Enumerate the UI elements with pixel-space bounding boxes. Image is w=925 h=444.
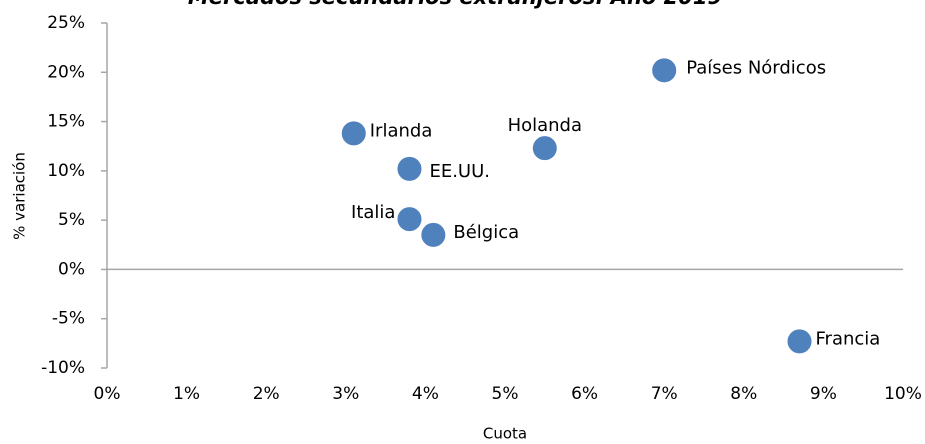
x-tick-label: 9% xyxy=(810,384,837,404)
y-tick-label: 5% xyxy=(58,210,85,230)
y-tick-label: 15% xyxy=(47,112,85,132)
x-tick-label: 10% xyxy=(884,384,922,404)
point xyxy=(420,221,447,248)
point-label: Países Nórdicos xyxy=(686,57,826,78)
point-label: Holanda xyxy=(508,115,582,136)
y-tick-label: 0% xyxy=(58,259,85,279)
point xyxy=(531,135,558,162)
x-tick-label: 7% xyxy=(651,384,678,404)
point xyxy=(396,206,423,233)
point-label: EE.UU. xyxy=(429,161,490,182)
point xyxy=(340,120,367,147)
x-tick-label: 0% xyxy=(94,384,121,404)
x-tick-label: 3% xyxy=(332,384,359,404)
x-tick-label: 1% xyxy=(173,384,200,404)
x-tick-label: 2% xyxy=(253,384,280,404)
y-tick-label: 10% xyxy=(47,161,85,181)
x-tick-label: 4% xyxy=(412,384,439,404)
x-tick-label: 8% xyxy=(730,384,757,404)
y-tick-label: 20% xyxy=(47,62,85,82)
x-axis-title: Cuota xyxy=(483,425,527,443)
point-label: Irlanda xyxy=(370,120,433,141)
chart-title: Mercados secundarios extranjeros. Año 20… xyxy=(188,0,722,9)
y-axis-title: % variación xyxy=(11,152,29,240)
y-tick-label: -5% xyxy=(52,309,85,329)
point xyxy=(396,155,423,182)
x-tick-label: 6% xyxy=(571,384,598,404)
y-tick-label: -10% xyxy=(41,358,85,378)
point-label: Francia xyxy=(816,328,881,349)
point xyxy=(786,328,813,355)
point-label: Bélgica xyxy=(453,222,519,243)
point xyxy=(651,57,678,84)
y-tick-label: 25% xyxy=(47,13,85,33)
x-tick-label: 5% xyxy=(492,384,519,404)
point-label: Italia xyxy=(351,202,395,223)
